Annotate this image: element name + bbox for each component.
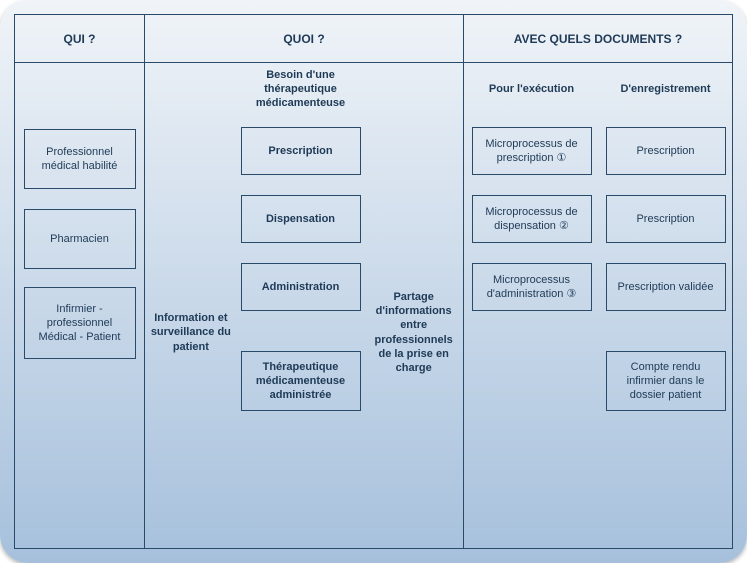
quoi-prescription: Prescription <box>241 127 361 175</box>
header-row: QUI ? QUOI ? AVEC QUELS DOCUMENTS ? <box>15 15 732 63</box>
quoi-inner: Information et surveillance du patient P… <box>145 117 463 548</box>
exec-r3: Microprocessus d'administration ③ <box>472 263 592 311</box>
qui-row1: Professionnel médical habilité <box>24 129 136 189</box>
quoi-info-label: Information et surveillance du patient <box>145 117 237 548</box>
col-doc: Pour l'exécution D'enregistrement Microp… <box>464 63 732 548</box>
header-qui: QUI ? <box>15 15 145 62</box>
diagram-frame: QUI ? QUOI ? AVEC QUELS DOCUMENTS ? Prof… <box>14 14 733 549</box>
header-quoi: QUOI ? <box>145 15 464 62</box>
subhdr-enr: D'enregistrement <box>599 63 732 117</box>
doc-enr-col: Prescription Prescription Prescription v… <box>599 117 732 548</box>
subhdr-exec: Pour l'exécution <box>464 63 599 117</box>
qui-row2: Pharmacien <box>24 209 136 269</box>
diagram-panel: QUI ? QUOI ? AVEC QUELS DOCUMENTS ? Prof… <box>0 0 747 563</box>
col-qui: Professionnel médical habilité Pharmacie… <box>15 63 145 548</box>
quoi-administration: Administration <box>241 263 361 311</box>
col-quoi: Besoin d'une thérapeutique médicamenteus… <box>145 63 464 548</box>
subhdr-besoin: Besoin d'une thérapeutique médicamenteus… <box>237 63 365 117</box>
quoi-therapeutique: Thérapeutique médicamenteuse administrée <box>241 351 361 411</box>
qui-row3: Infirmier - professionnel Médical - Pati… <box>24 287 136 359</box>
exec-r2: Microprocessus de dispensation ② <box>472 195 592 243</box>
quoi-boxes-col: Prescription Dispensation Administration… <box>237 117 365 548</box>
doc-exec-col: Microprocessus de prescription ① Micropr… <box>464 117 599 548</box>
quoi-dispensation: Dispensation <box>241 195 361 243</box>
enr-r2: Prescription <box>606 195 726 243</box>
enr-r4: Compte rendu infirmier dans le dossier p… <box>606 351 726 411</box>
body-row: Professionnel médical habilité Pharmacie… <box>15 63 732 548</box>
header-doc: AVEC QUELS DOCUMENTS ? <box>464 15 732 62</box>
doc-subheader: Pour l'exécution D'enregistrement <box>464 63 732 117</box>
quoi-partage-label: Partage d'informations entre professionn… <box>364 117 463 548</box>
enr-r3: Prescription validée <box>606 263 726 311</box>
doc-body: Microprocessus de prescription ① Micropr… <box>464 117 732 548</box>
enr-r1: Prescription <box>606 127 726 175</box>
exec-r1: Microprocessus de prescription ① <box>472 127 592 175</box>
quoi-subheader: Besoin d'une thérapeutique médicamenteus… <box>145 63 463 117</box>
